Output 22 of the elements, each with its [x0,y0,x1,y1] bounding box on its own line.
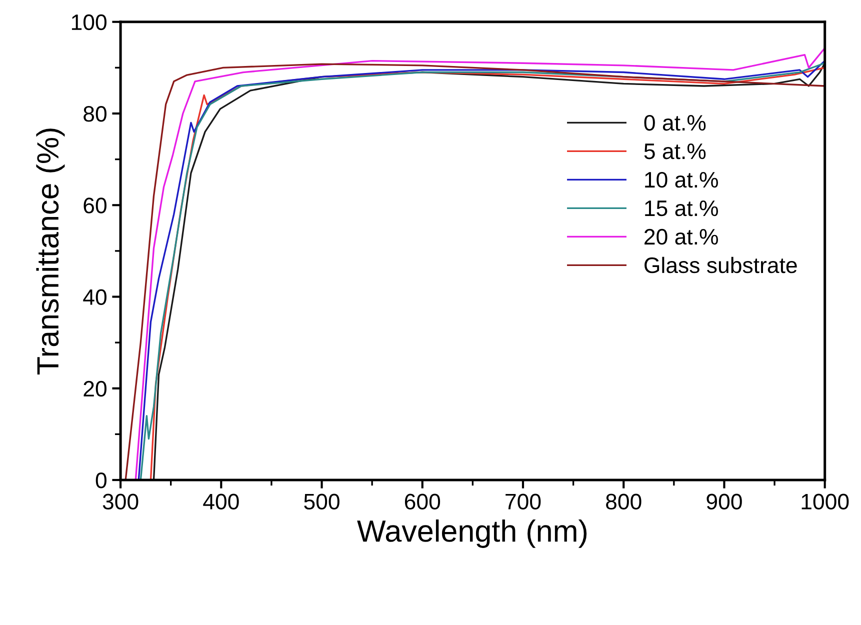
x-tick-label: 500 [304,494,340,510]
x-axis-title: Wavelength (nm) [357,519,587,548]
legend-label: 10 at.% [645,172,718,188]
y-tick-label: 60 [84,198,106,214]
y-tick-label: 80 [84,106,106,122]
x-tick-label: 400 [203,494,239,510]
legend-label: 5 at.% [644,144,706,160]
y-tick-label: 20 [84,380,106,397]
legend-label: 0 at.% [644,114,706,131]
y-tick-label: 100 [72,14,106,30]
legend-label: 20 at.% [644,228,718,245]
x-tick-label: 800 [606,494,642,510]
y-tick-label: 0 [96,472,106,488]
legend-label: Glass substrate [644,256,797,274]
x-tick-label: 600 [404,494,440,510]
x-tick-label: 1000 [802,494,849,510]
y-tick-label: 40 [83,289,106,306]
x-tick-label: 300 [102,494,138,510]
y-axis-title: Transmittance (%) [36,128,65,374]
x-tick-label: 900 [706,494,742,510]
legend-label: 15 at.% [645,200,718,216]
x-tick-label: 700 [506,494,541,510]
